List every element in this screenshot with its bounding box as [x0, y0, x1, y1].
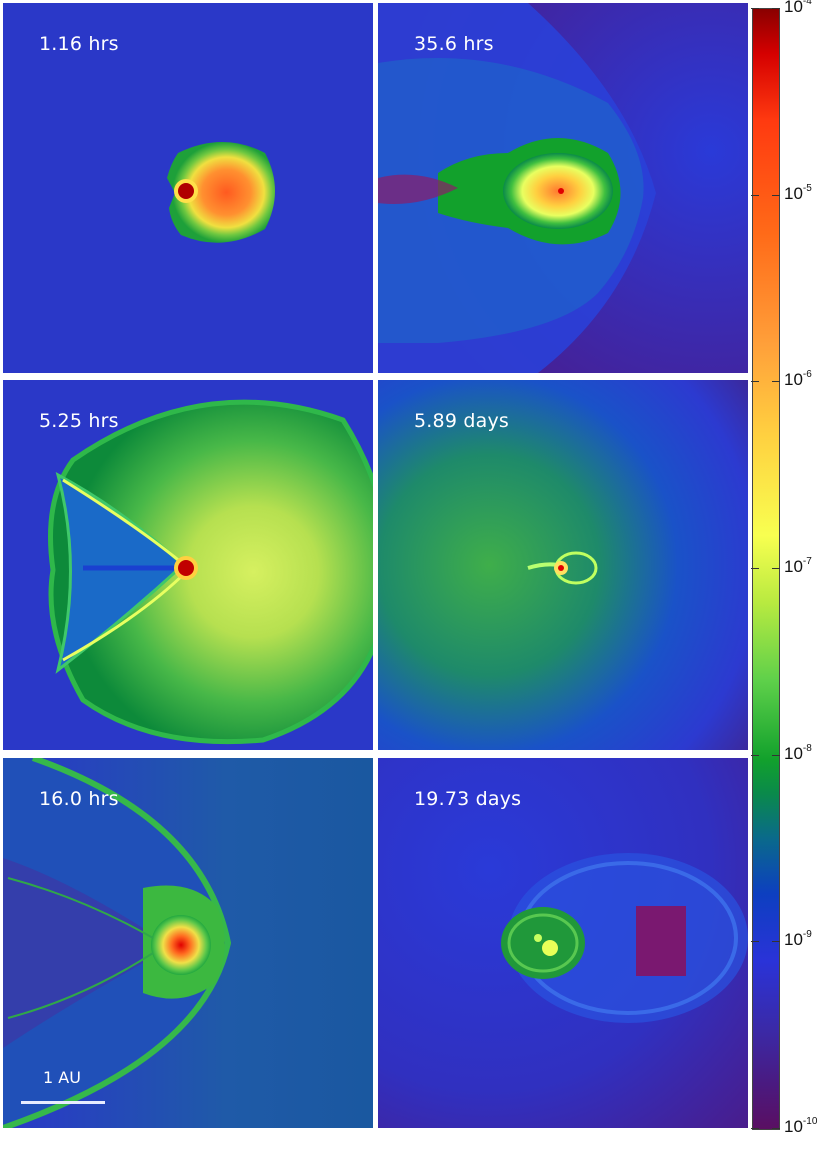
colorbar-tick-label: 10-7 [784, 556, 812, 576]
time-label: 5.89 days [414, 410, 509, 432]
colorbar-tick-mark [772, 8, 780, 9]
colorbar-tick-label: 10-9 [784, 929, 812, 950]
time-label: 5.25 hrs [39, 410, 119, 432]
density-map-5 [3, 758, 373, 1128]
density-map-1 [3, 3, 373, 373]
time-label: 35.6 hrs [414, 33, 494, 55]
colorbar-tick-label: 10-6 [784, 369, 812, 390]
colorbar-tick-mark [751, 8, 759, 9]
snapshot-panel-3: 5.25 hrs [3, 380, 373, 750]
density-map-4 [378, 380, 748, 750]
colorbar-tick-mark [751, 941, 759, 943]
colorbar-tick-label: 10-5 [784, 182, 812, 203]
colorbar-tick-mark [751, 568, 759, 569]
colorbar-tick-label: 10-10 [784, 1116, 818, 1136]
snapshot-panel-4: 5.89 days [378, 380, 748, 750]
density-map-2 [378, 3, 748, 373]
snapshot-panel-5: 16.0 hrs 1 AU [3, 758, 373, 1128]
time-label: 19.73 days [414, 788, 522, 810]
scale-bar [21, 1101, 105, 1104]
colorbar-tick-mark [772, 194, 780, 196]
colorbar-tick-mark [751, 1128, 759, 1129]
colorbar-tick-label: 10-8 [784, 742, 812, 763]
colorbar [752, 8, 780, 1130]
time-label: 1.16 hrs [39, 33, 119, 55]
snapshot-panel-6: 19.73 days [378, 758, 748, 1128]
snapshot-panel-1: 1.16 hrs [3, 3, 373, 373]
colorbar-tick-mark [751, 381, 759, 383]
colorbar-tick-mark [772, 941, 780, 943]
colorbar-tick-mark [772, 1128, 780, 1129]
colorbar-tick-mark [772, 568, 780, 569]
density-map-3 [3, 380, 373, 750]
colorbar-tick-mark [751, 754, 759, 756]
colorbar-tick-mark [772, 381, 780, 383]
colorbar-tick-mark [772, 754, 780, 756]
scale-bar-label: 1 AU [43, 1068, 81, 1087]
density-map-6 [378, 758, 748, 1128]
colorbar-tick-mark [751, 194, 759, 196]
colorbar-tick-label: 10-4 [784, 0, 812, 16]
time-label: 16.0 hrs [39, 788, 119, 810]
snapshot-panel-2: 35.6 hrs [378, 3, 748, 373]
